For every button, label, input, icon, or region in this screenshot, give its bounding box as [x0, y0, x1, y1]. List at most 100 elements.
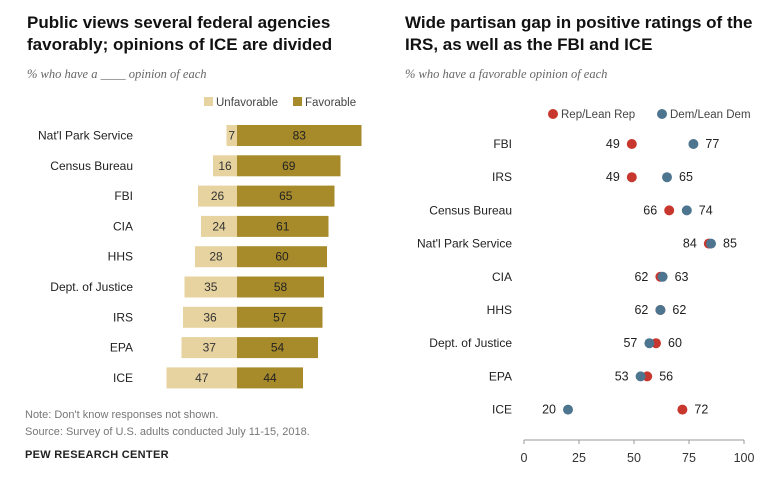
value-dem-fbi: 77 — [705, 137, 719, 151]
legend-label-rep: Rep/Lean Rep — [561, 109, 635, 121]
value-dem-nat-l-park-service: 85 — [723, 237, 737, 251]
value-rep-ice: 72 — [694, 403, 708, 417]
dot-dem-cia — [657, 271, 668, 282]
bar-unfavorable-nat-l-park-service — [226, 125, 237, 146]
legend-swatch-unfavorable — [204, 97, 213, 106]
footnote: Note: Don't know responses not shown. — [25, 409, 219, 421]
dot-dem-hhs — [655, 305, 666, 315]
bar-unfavorable-cia — [201, 215, 237, 237]
dot-category-label-cia: CIA — [492, 270, 512, 284]
legend-swatch-favorable — [293, 97, 302, 106]
x-tick-label-50: 50 — [627, 451, 641, 465]
value-favorable-dept-of-justice: 58 — [274, 280, 288, 294]
category-label-fbi: FBI — [114, 189, 133, 203]
category-label-epa: EPA — [110, 341, 133, 355]
value-rep-epa: 56 — [659, 369, 673, 383]
bar-unfavorable-ice — [166, 367, 237, 389]
value-unfavorable-dept-of-justice: 35 — [204, 280, 218, 294]
value-favorable-irs: 57 — [273, 310, 287, 324]
category-label-census-bureau: Census Bureau — [50, 159, 133, 173]
right-chart-subtitle: % who have a favorable opinion of each — [405, 67, 608, 81]
dot-category-label-irs: IRS — [492, 170, 512, 184]
value-favorable-ice: 44 — [263, 371, 277, 385]
value-unfavorable-ice: 47 — [195, 371, 209, 385]
value-dem-epa: 53 — [615, 369, 629, 383]
dot-rep-census-bureau — [664, 205, 675, 216]
value-unfavorable-hhs: 28 — [209, 250, 223, 264]
value-rep-census-bureau: 66 — [643, 203, 657, 217]
dot-dem-irs — [662, 172, 672, 183]
value-dem-ice: 20 — [542, 403, 556, 417]
dot-category-label-census-bureau: Census Bureau — [429, 203, 512, 217]
dot-rep-irs — [626, 172, 637, 183]
dot-dem-epa — [635, 371, 646, 382]
dot-category-label-nat-l-park-service: Nat'l Park Service — [417, 237, 512, 251]
bar-favorable-dept-of-justice — [237, 276, 324, 298]
value-dem-census-bureau: 74 — [699, 203, 713, 217]
value-favorable-nat-l-park-service: 83 — [293, 129, 307, 143]
value-favorable-fbi: 65 — [279, 189, 293, 203]
bar-unfavorable-epa — [181, 337, 237, 359]
source-note: Source: Survey of U.S. adults conducted … — [25, 426, 310, 438]
bar-unfavorable-irs — [183, 306, 237, 328]
dot-dem-dept-of-justice — [644, 338, 655, 349]
value-unfavorable-cia: 24 — [212, 219, 226, 233]
dot-category-label-hhs: HHS — [487, 303, 512, 317]
bar-favorable-census-bureau — [237, 155, 341, 177]
value-unfavorable-irs: 36 — [203, 310, 217, 324]
category-label-cia: CIA — [113, 219, 133, 233]
bar-favorable-cia — [237, 215, 329, 237]
category-label-ice: ICE — [113, 371, 133, 385]
value-dem-cia: 63 — [675, 270, 689, 284]
bar-favorable-hhs — [237, 246, 327, 268]
pew-logo-text: PEW RESEARCH CENTER — [25, 449, 169, 461]
value-rep-fbi: 49 — [606, 137, 620, 151]
legend-label-dem: Dem/Lean Dem — [670, 109, 751, 121]
x-tick-label-100: 100 — [734, 451, 755, 465]
dot-dem-nat-l-park-service — [706, 238, 716, 249]
value-unfavorable-fbi: 26 — [211, 189, 225, 203]
right-chart-title: Wide partisan gap in positive ratings of… — [405, 13, 753, 54]
bar-unfavorable-fbi — [198, 185, 237, 207]
bar-favorable-irs — [237, 306, 323, 328]
bar-unfavorable-dept-of-justice — [184, 276, 237, 298]
dot-category-label-dept-of-justice: Dept. of Justice — [429, 336, 512, 350]
value-dem-dept-of-justice: 57 — [623, 336, 637, 350]
legend-dot-rep — [548, 109, 558, 119]
x-tick-label-75: 75 — [682, 451, 696, 465]
bar-favorable-ice — [237, 367, 303, 389]
bar-favorable-epa — [237, 337, 318, 359]
value-dem-irs: 65 — [679, 170, 693, 184]
dot-dem-census-bureau — [681, 205, 692, 216]
dot-rep-fbi — [626, 139, 637, 149]
bar-favorable-nat-l-park-service — [237, 125, 362, 146]
value-rep-dept-of-justice: 60 — [668, 336, 682, 350]
dot-rep-ice — [677, 404, 688, 415]
dot-category-label-fbi: FBI — [493, 137, 512, 151]
value-rep-nat-l-park-service: 84 — [683, 237, 697, 251]
value-rep-cia: 62 — [634, 270, 648, 284]
dot-dem-fbi — [688, 139, 699, 149]
legend-label-unfavorable: Unfavorable — [216, 97, 278, 109]
value-dem-hhs: 62 — [672, 303, 686, 317]
value-favorable-census-bureau: 69 — [282, 159, 296, 173]
value-unfavorable-nat-l-park-service: 7 — [228, 129, 235, 143]
value-rep-hhs: 62 — [634, 303, 648, 317]
dot-category-label-ice: ICE — [492, 403, 512, 417]
legend-dot-dem — [657, 109, 667, 119]
bar-favorable-fbi — [237, 185, 335, 207]
x-tick-label-25: 25 — [572, 451, 586, 465]
left-chart-title: Public views several federal agencies fa… — [27, 13, 333, 54]
bar-unfavorable-hhs — [195, 246, 237, 268]
value-rep-irs: 49 — [606, 170, 620, 184]
value-favorable-hhs: 60 — [275, 250, 289, 264]
value-favorable-cia: 61 — [276, 219, 290, 233]
value-unfavorable-epa: 37 — [203, 341, 217, 355]
category-label-hhs: HHS — [108, 250, 133, 264]
dot-dem-ice — [563, 404, 573, 415]
value-favorable-epa: 54 — [271, 341, 285, 355]
legend-label-favorable: Favorable — [305, 97, 356, 109]
category-label-irs: IRS — [113, 310, 133, 324]
